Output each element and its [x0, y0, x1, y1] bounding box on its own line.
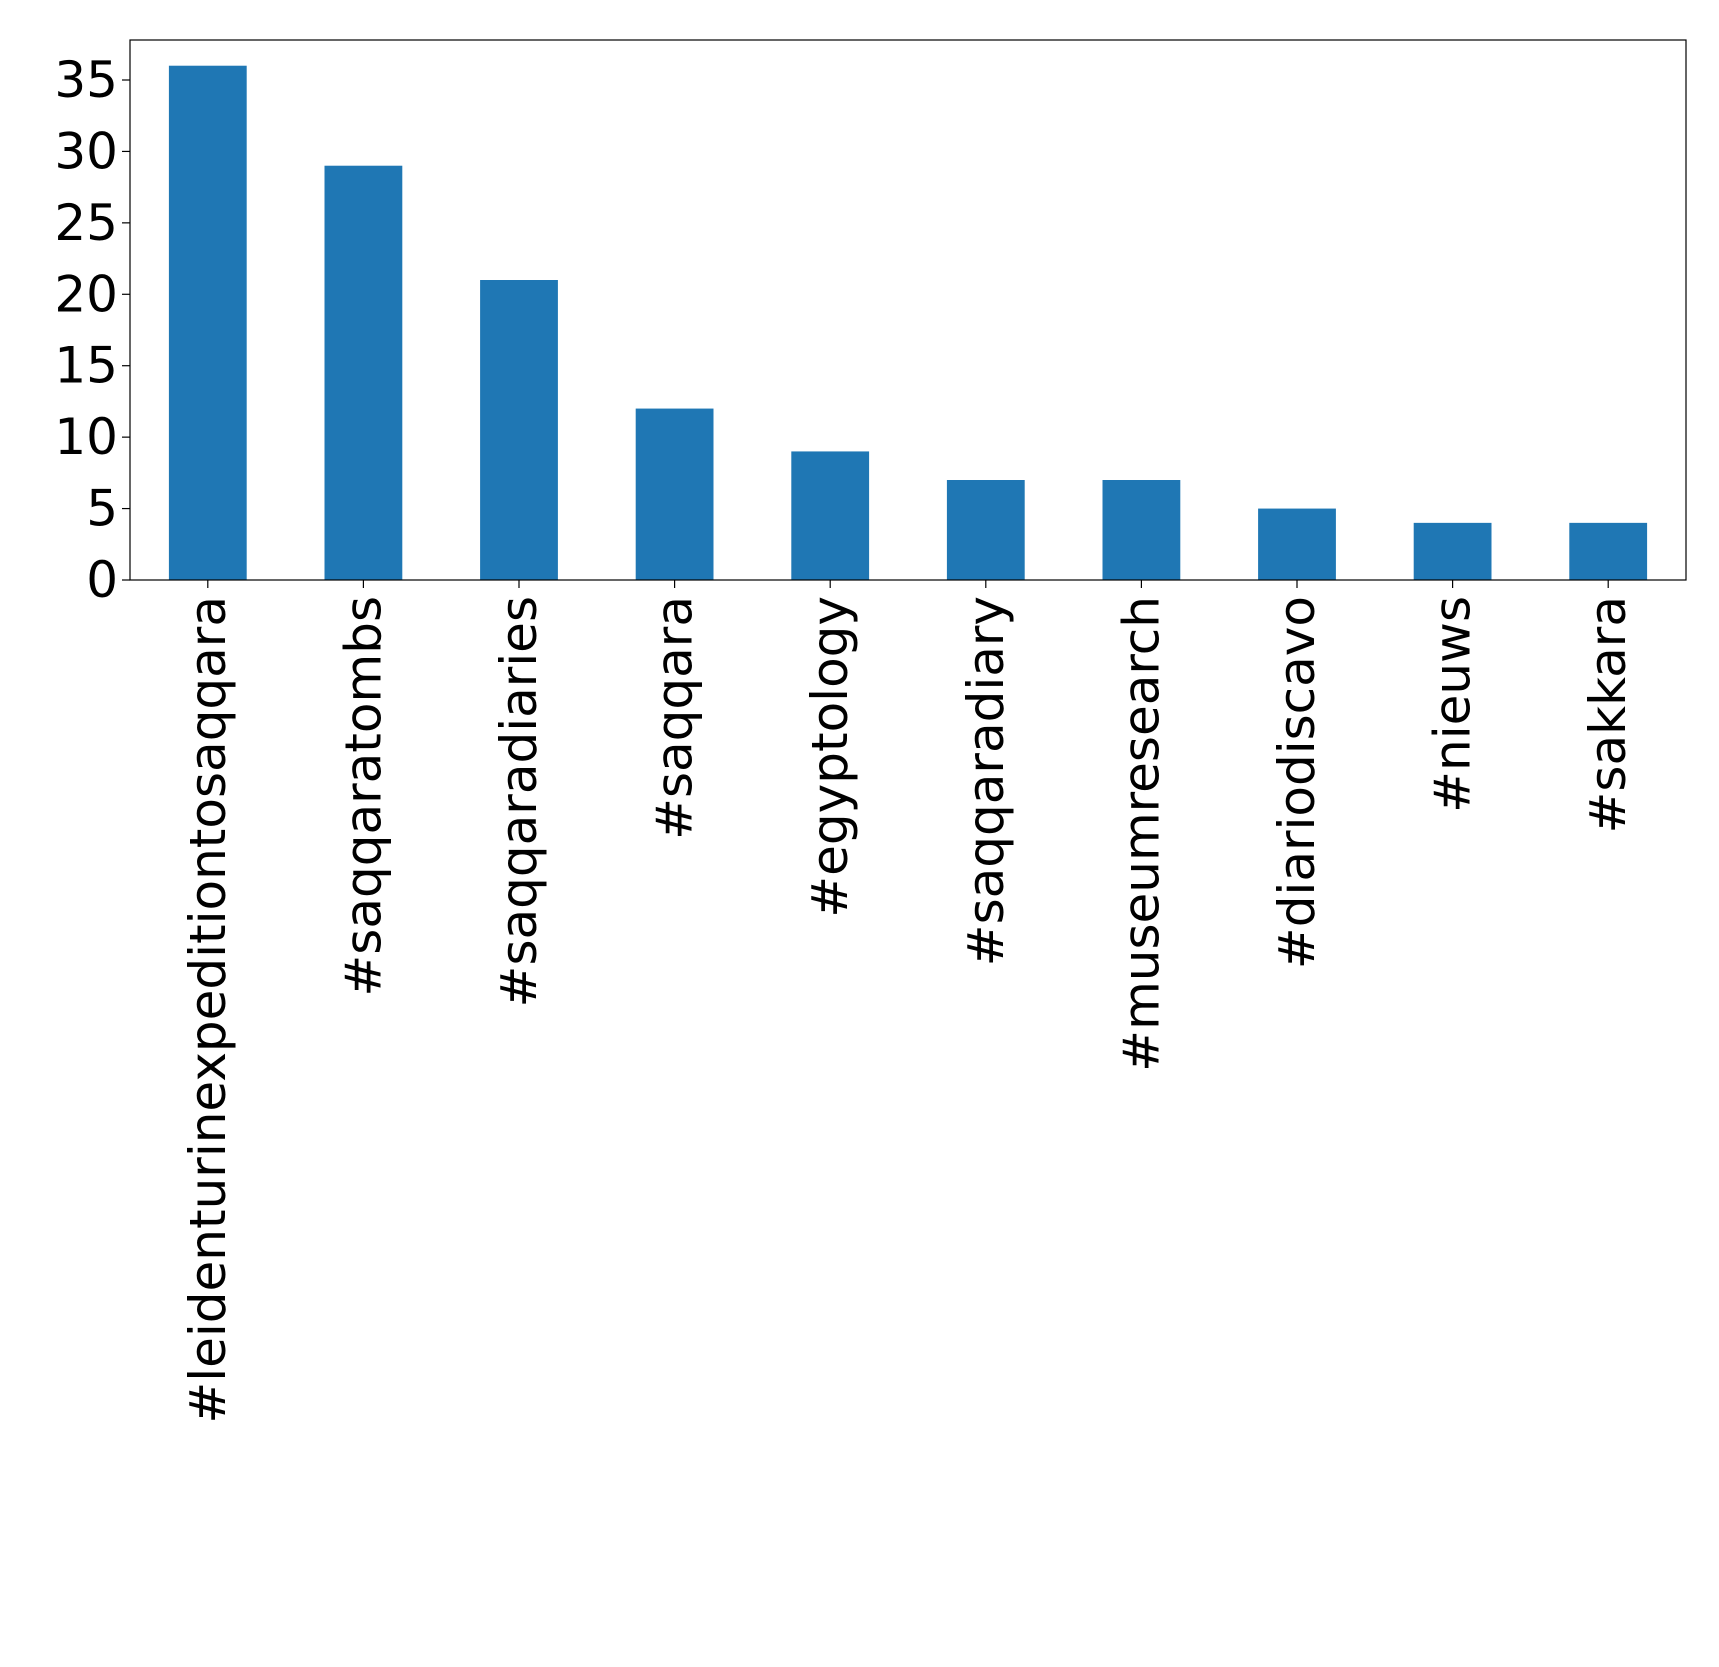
bars-layer [168, 65, 1648, 580]
bar [1413, 522, 1492, 580]
bar [635, 408, 714, 580]
y-tick-label: 25 [54, 194, 118, 252]
y-tick-label: 35 [54, 51, 118, 109]
bar [324, 165, 403, 580]
bar [946, 480, 1025, 580]
bar [168, 65, 247, 580]
x-axis: #leidenturinexpeditiontosaqqara #saqqarat… [179, 580, 1637, 1424]
x-tick-label: #sakkara [1579, 596, 1637, 833]
y-tick-label: 15 [54, 337, 118, 395]
x-tick-label: #museumresearch [1112, 596, 1170, 1072]
bar [480, 280, 558, 580]
y-tick-label: 20 [54, 265, 118, 323]
x-tick-label: #leidenturinexpeditiontosaqqara [179, 596, 237, 1424]
x-tick-label: #saqqaradiary [957, 596, 1015, 966]
plot-frame [129, 39, 1687, 581]
x-tick-label: #nieuws [1424, 596, 1482, 813]
y-tick-label: 30 [54, 122, 118, 180]
y-axis: 0 5 10 15 20 25 30 35 [54, 51, 130, 609]
x-tick-label: #diariodiscavo [1268, 596, 1326, 969]
bar [1569, 522, 1648, 580]
y-tick-label: 10 [54, 408, 118, 466]
y-tick-label: 0 [86, 551, 118, 609]
bar [1102, 480, 1181, 580]
x-tick-label: #egyptology [801, 596, 859, 918]
bar [791, 451, 870, 580]
x-tick-label: #saqqaradiaries [490, 596, 548, 1007]
y-tick-label: 5 [86, 480, 118, 538]
x-tick-label: #saqqaratombs [334, 596, 392, 997]
x-tick-label: #saqqara [646, 596, 704, 840]
bar [1258, 508, 1336, 580]
